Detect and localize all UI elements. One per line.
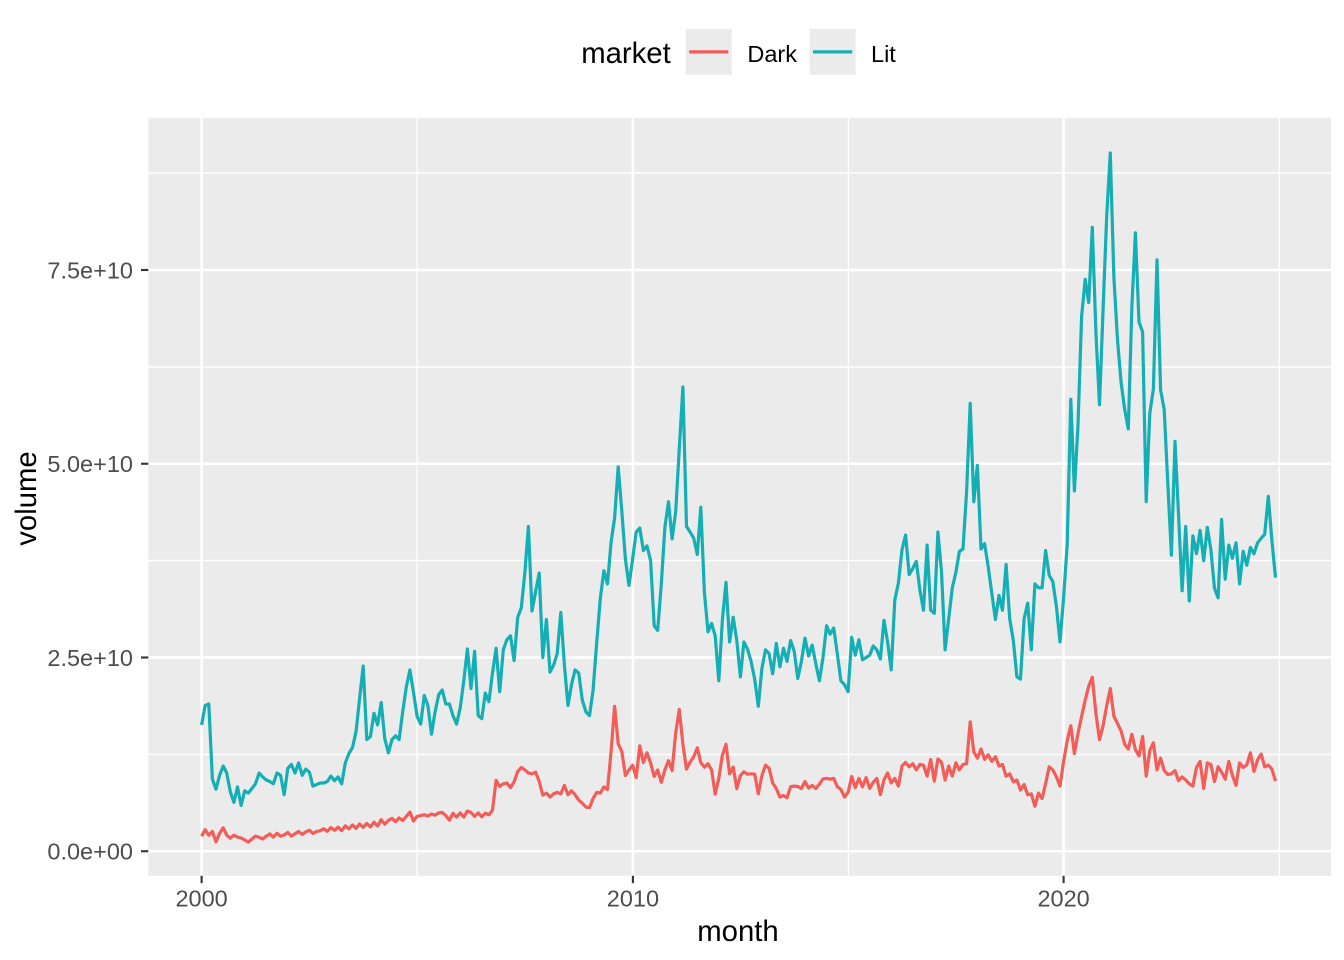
- svg-text:0.0e+00: 0.0e+00: [47, 839, 133, 865]
- svg-text:7.5e+10: 7.5e+10: [47, 257, 133, 283]
- svg-text:month: month: [697, 915, 778, 948]
- svg-text:market: market: [581, 37, 671, 70]
- svg-text:2020: 2020: [1037, 886, 1089, 912]
- svg-text:2010: 2010: [607, 886, 659, 912]
- svg-text:2.5e+10: 2.5e+10: [47, 645, 133, 671]
- svg-text:5.0e+10: 5.0e+10: [47, 451, 133, 477]
- svg-text:Dark: Dark: [747, 41, 797, 67]
- svg-text:2000: 2000: [175, 886, 227, 912]
- svg-text:Lit: Lit: [871, 41, 896, 67]
- svg-text:volume: volume: [10, 451, 43, 545]
